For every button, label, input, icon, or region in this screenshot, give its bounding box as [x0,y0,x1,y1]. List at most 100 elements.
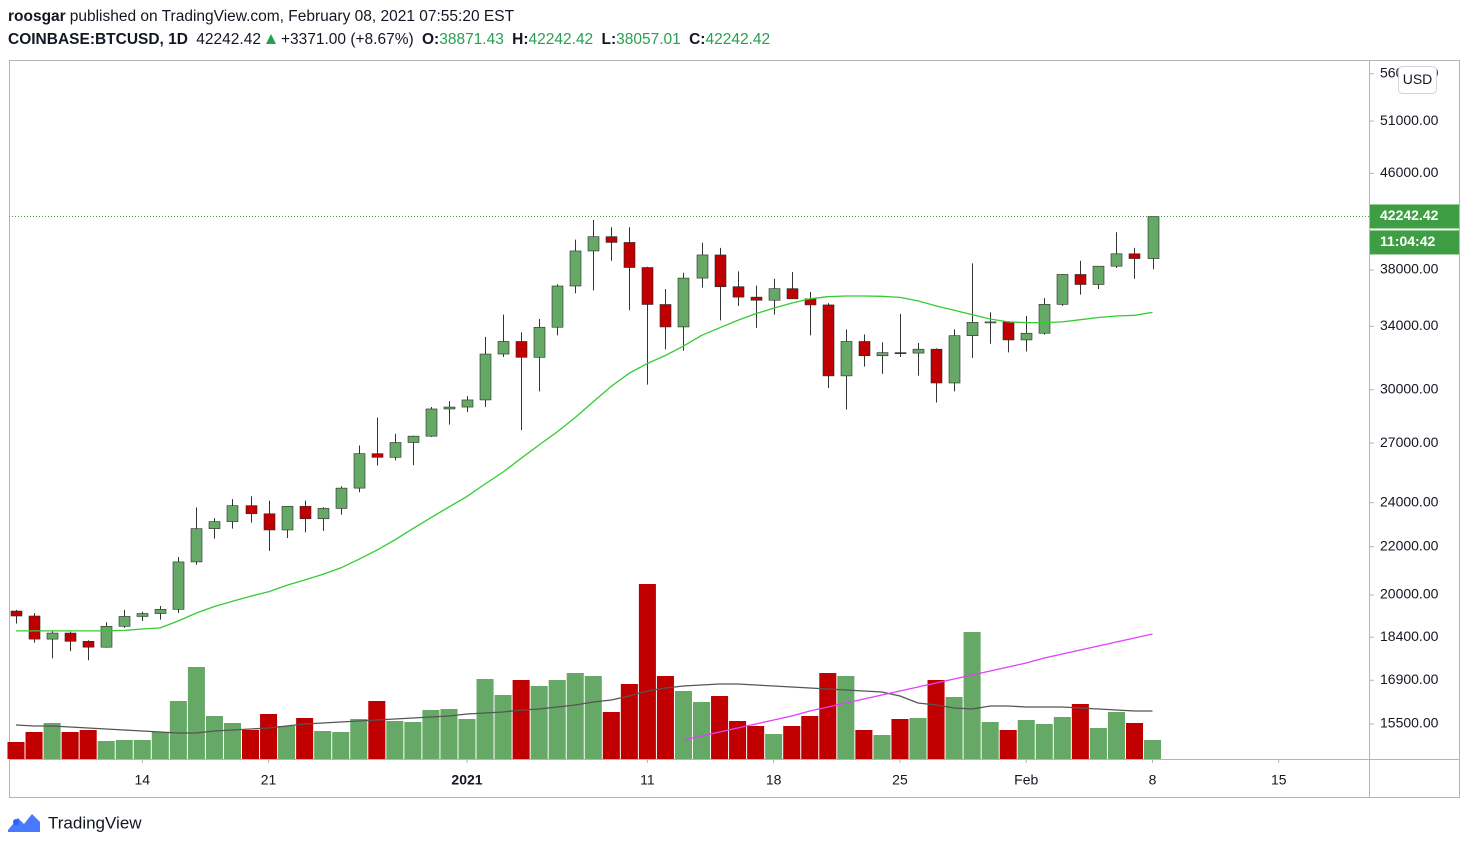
volume-bar [1144,740,1162,759]
moving-average [16,295,1153,632]
volume-bar [909,718,927,759]
volume-bar [115,740,133,759]
volume-bar [133,740,151,759]
candle-body [479,353,492,401]
candle-body [46,632,59,640]
candle-body [1002,321,1015,341]
symbol: COINBASE:BTCUSD, 1D [8,31,188,48]
author: roosgar [8,8,66,25]
c-label: C: [689,31,706,48]
volume-bar [837,676,855,759]
x-tick-label: 8 [1149,772,1157,788]
volume-bar [314,731,332,759]
volume-bar [584,676,602,759]
volume-bar [1017,720,1035,759]
volume-bar [169,701,187,759]
candle-body [641,267,654,305]
volume-bar [61,732,79,759]
candle-body [750,296,763,301]
candle-body [948,335,961,384]
volume-bar [1071,704,1089,759]
candle-body [714,254,727,287]
o-value: 38871.43 [439,31,504,48]
y-tick-label: 18400.00 [1380,628,1439,644]
volume-bar [278,726,296,759]
up-triangle [265,34,276,44]
candle-body [1074,274,1087,285]
volume-bar [530,686,548,759]
candle-body [894,352,907,354]
candle-body [1128,253,1141,259]
volume-bar [368,701,386,759]
candle-body [732,286,745,298]
candle-body [299,505,312,520]
candle-body [208,521,221,529]
candle-body [1147,216,1160,259]
y-tick-label: 16900.00 [1380,671,1439,687]
volume-bar [783,726,801,759]
volume-bar [1089,728,1107,759]
symbol-line: COINBASE:BTCUSD, 1D 42242.42 +3371.00 (+8… [8,31,774,49]
volume-bar [1035,724,1053,759]
volume-bar [79,730,97,759]
candle-body [100,625,113,648]
volume-average [683,633,1153,741]
candle-body [876,352,889,357]
volume-bar [422,710,440,759]
y-tick-label: 38000.00 [1380,261,1439,277]
plot [7,216,1162,759]
candle-body [1020,332,1033,341]
volume-bar [350,719,368,759]
x-tick-label: 21 [261,772,277,788]
candle-body [136,613,149,617]
volume-bar [7,742,25,759]
candle-body [1038,304,1051,334]
volume-bar [927,680,945,759]
l-value: 38057.01 [616,31,681,48]
volume-bar [963,632,981,759]
frame [9,60,1460,798]
volume-bar [602,712,620,759]
y-tick-label: 27000.00 [1380,434,1439,450]
candle-body [605,236,618,243]
volume-bar [945,697,963,759]
last-price: 42242.42 [196,31,261,48]
volume-bar [1053,717,1071,759]
volume-bar [729,721,747,759]
candle-body [226,505,239,522]
candle-body [118,616,131,627]
countdown-label: 11:04:42 [1380,233,1435,249]
candle-body [82,641,95,648]
volume-bar [620,684,638,759]
volume-bar [205,716,223,759]
candle-body [353,453,366,489]
candle-body [822,304,835,377]
volume-bar [765,734,783,759]
candle-body [371,453,384,458]
h-label: H: [512,31,529,48]
candle-body [172,561,185,610]
volume-bar [747,726,765,759]
y-tick-label: 20000.00 [1380,586,1439,602]
candle-body [461,399,474,408]
volume-bar [386,721,404,759]
volume-bar [296,718,314,759]
candle-body [64,632,77,642]
change: +3371.00 (+8.67%) [280,31,414,48]
candle-body [984,321,997,324]
volume-bar [566,673,584,759]
volume-bar [873,735,891,759]
y-tick-label: 46000.00 [1380,164,1439,180]
c-value: 42242.42 [705,31,771,48]
volume-bar [223,723,242,759]
volume-bar [187,667,205,759]
volume-bar [999,730,1017,759]
candle-body [533,326,546,358]
candle-body [696,254,709,279]
y-tick-label: 34000.00 [1380,317,1439,333]
y-tick-label: 51000.00 [1380,112,1439,128]
volume-bar [801,716,819,759]
volume-bar [332,732,350,759]
currency-label: USD [1403,71,1433,87]
candle-body [497,341,510,355]
